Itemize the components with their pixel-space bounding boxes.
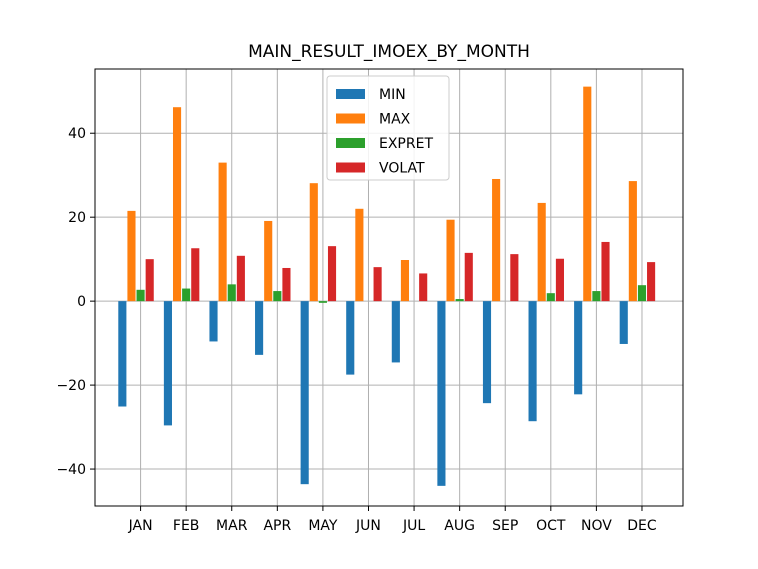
x-tick-label: OCT [536, 518, 566, 534]
bar-min-apr [255, 301, 264, 355]
bar-max-jan [127, 210, 136, 302]
bar-expret-mar [227, 284, 236, 302]
grid-lines [95, 69, 683, 506]
bar-min-sep [482, 301, 492, 404]
legend-swatch-expret [336, 138, 365, 148]
bar-volat-sep [510, 254, 519, 302]
plot-frame [94, 68, 684, 507]
bar-max-oct [537, 202, 546, 302]
legend-box [326, 75, 450, 181]
bar-min-aug [437, 301, 446, 486]
bar-expret-dec [637, 285, 647, 302]
bar-max-sep [492, 178, 501, 302]
bar-min-feb [163, 301, 172, 426]
legend-label-volat: VOLAT [379, 161, 425, 177]
bar-expret-nov [592, 291, 601, 302]
legend-swatch-min [336, 89, 365, 99]
bar-max-apr [264, 220, 273, 302]
x-tick-label: JUN [355, 518, 381, 534]
bar-volat-oct [555, 258, 564, 302]
bar-volat-jan [145, 259, 154, 302]
x-tick-label: AUG [444, 518, 475, 534]
chart-title: MAIN_RESULT_IMOEX_BY_MONTH [248, 42, 530, 62]
legend: MIN MAX EXPRET VOLAT [326, 75, 450, 181]
bars-group [118, 86, 656, 486]
bar-max-mar [218, 162, 227, 302]
bar-max-may [309, 183, 318, 302]
bar-expret-apr [273, 291, 282, 302]
legend-swatch-max [336, 113, 365, 124]
bar-min-may [300, 301, 309, 485]
x-tick-label: NOV [581, 518, 612, 534]
bar-volat-jun [373, 267, 382, 302]
x-tick-label: SEP [492, 518, 518, 534]
y-tick-label: −40 [56, 462, 86, 478]
bar-max-jun [355, 208, 364, 302]
legend-label-max: MAX [379, 112, 411, 128]
bar-volat-dec [647, 262, 656, 302]
x-tick-label: APR [263, 518, 291, 534]
y-tick-label: 20 [68, 210, 86, 226]
bar-expret-may [318, 301, 327, 303]
bar-volat-mar [236, 255, 245, 302]
bar-max-nov [583, 86, 592, 302]
bar-volat-nov [601, 241, 610, 302]
bar-min-dec [619, 301, 628, 344]
bar-min-jun [346, 301, 355, 375]
bar-expret-feb [182, 288, 191, 302]
x-tick-label: DEC [627, 518, 657, 534]
y-tick-label: 40 [68, 126, 86, 142]
legend-label-expret: EXPRET [379, 136, 433, 152]
x-tick-label: FEB [173, 518, 200, 534]
bar-min-mar [209, 301, 218, 342]
x-tick-label: JUL [402, 518, 425, 534]
bar-max-dec [628, 181, 637, 302]
bar-expret-aug [455, 299, 464, 302]
bar-max-aug [446, 219, 455, 302]
bar-volat-jul [419, 273, 428, 302]
bar-expret-jan [136, 289, 145, 302]
bar-min-jul [391, 301, 400, 363]
bar-min-jan [118, 301, 127, 407]
bar-min-oct [528, 301, 537, 422]
bar-volat-aug [464, 252, 473, 302]
legend-swatch-volat [336, 162, 365, 173]
x-tick-label: MAR [216, 518, 248, 534]
axes-group: JAN FEB MAR APR MAY JUN JUL AUG SEP OCT NOV DEC −40 −… [56, 68, 684, 534]
legend-label-min: MIN [379, 87, 406, 103]
bar-max-jul [400, 260, 410, 302]
y-tick-label: −20 [56, 378, 86, 394]
bar-volat-may [327, 246, 337, 302]
x-tick-label: JAN [128, 518, 153, 534]
bar-volat-feb [191, 248, 200, 302]
bar-max-feb [172, 107, 182, 302]
bar-volat-apr [282, 267, 291, 302]
bar-min-nov [574, 301, 583, 395]
bar-expret-oct [546, 293, 555, 302]
x-tick-label: MAY [308, 518, 338, 534]
y-tick-label: 0 [77, 294, 86, 310]
